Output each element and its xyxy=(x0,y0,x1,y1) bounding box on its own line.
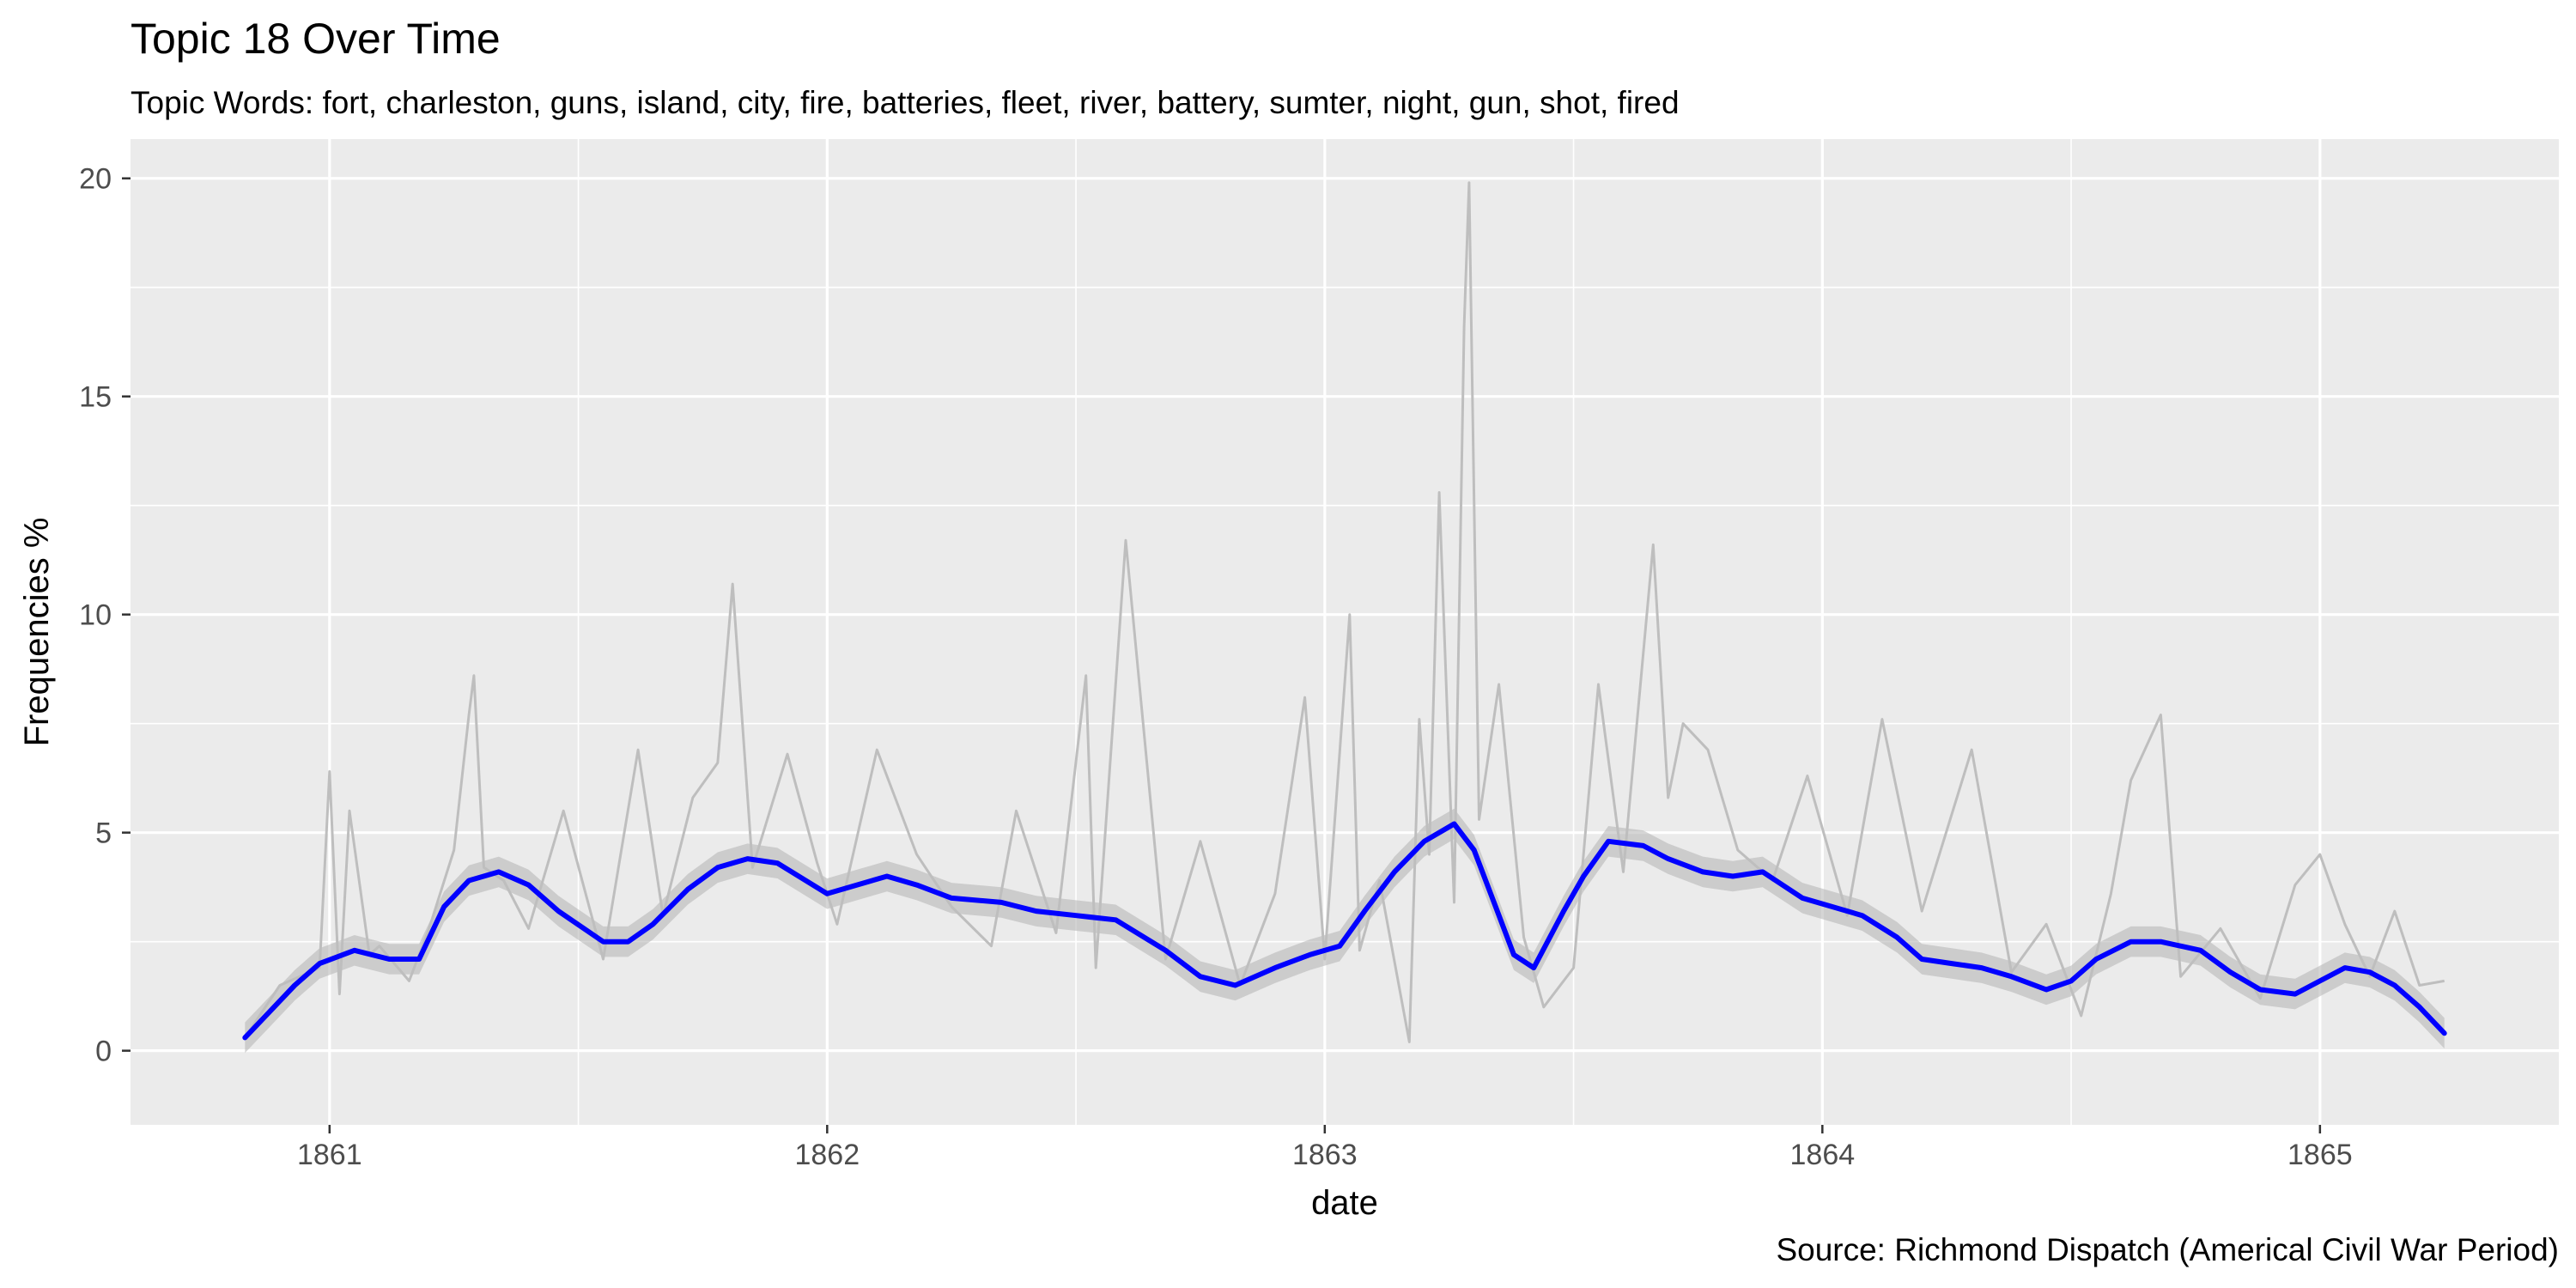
raw-series-layer xyxy=(244,181,2445,1043)
smooth-confidence-band xyxy=(245,808,2445,1054)
y-axis: 0 5 10 15 20 xyxy=(79,163,131,1068)
x-tick-label: 1865 xyxy=(2287,1139,2353,1171)
y-tick-label: 15 xyxy=(79,381,112,414)
y-axis-title: Frequencies % xyxy=(18,518,56,747)
x-axis: 1861 1862 1863 1864 1865 xyxy=(297,1125,2353,1171)
confidence-ribbon xyxy=(245,808,2445,1054)
y-tick-label: 10 xyxy=(79,599,112,632)
smooth-trend-line xyxy=(242,821,2447,1041)
chart-subtitle: Topic Words: fort, charleston, guns, isl… xyxy=(131,85,1680,120)
chart-caption: Source: Richmond Dispatch (Americal Civi… xyxy=(1776,1232,2559,1267)
y-tick-label: 0 xyxy=(95,1036,112,1068)
grid-minor xyxy=(131,139,2559,1125)
smooth-series-layer xyxy=(242,821,2447,1041)
raw-frequency-line xyxy=(244,181,2445,1043)
x-axis-title: date xyxy=(1311,1184,1378,1222)
x-tick-label: 1864 xyxy=(1790,1139,1856,1171)
x-tick-label: 1861 xyxy=(297,1139,362,1171)
x-tick-label: 1862 xyxy=(794,1139,860,1171)
y-tick-label: 20 xyxy=(79,163,112,196)
plot-panel xyxy=(131,139,2559,1125)
x-tick-label: 1863 xyxy=(1292,1139,1358,1171)
chart-title: Topic 18 Over Time xyxy=(131,15,501,63)
y-tick-label: 5 xyxy=(95,817,112,850)
